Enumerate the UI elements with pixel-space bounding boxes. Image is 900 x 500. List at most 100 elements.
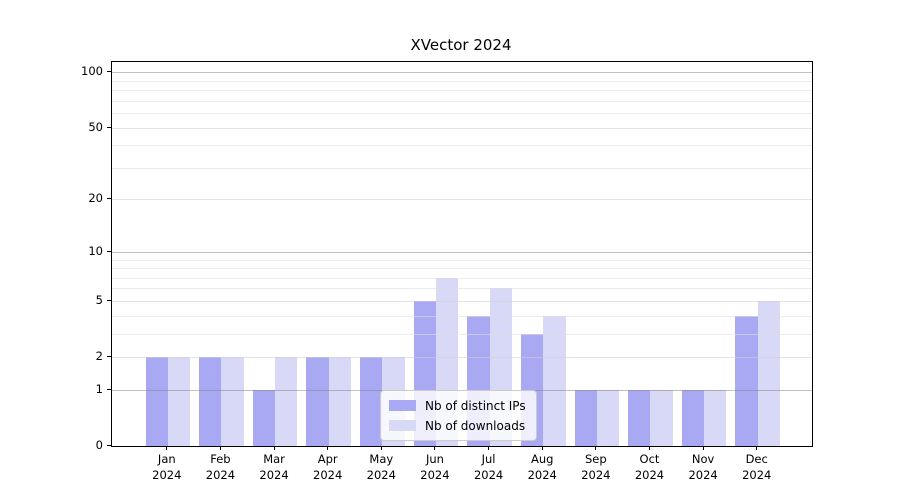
gridline-y-90 bbox=[112, 80, 812, 82]
x-tick-month: Feb bbox=[210, 452, 231, 466]
x-tick-mark-jun bbox=[434, 446, 436, 450]
y-tick-label-0: 0 bbox=[95, 438, 103, 452]
bar-downloads-dec bbox=[757, 300, 781, 446]
x-tick-month: Nov bbox=[691, 452, 715, 466]
gridline-y-80 bbox=[112, 90, 812, 92]
legend-label-downloads: Nb of downloads bbox=[425, 418, 526, 433]
x-tick-label-apr: Apr 2024 bbox=[300, 452, 356, 483]
gridline-y-10 bbox=[112, 251, 812, 253]
legend-swatch-distinct-ips bbox=[389, 400, 416, 411]
gridline-y-2 bbox=[112, 357, 812, 359]
y-tick-mark-20 bbox=[107, 198, 111, 200]
x-tick-label-nov: Nov 2024 bbox=[675, 452, 731, 483]
y-tick-label-10: 10 bbox=[88, 243, 103, 258]
legend-swatch-downloads bbox=[389, 420, 416, 431]
legend: Nb of distinct IPs Nb of downloads bbox=[380, 390, 537, 441]
gridline-y-20 bbox=[112, 199, 812, 201]
x-tick-month: Sep bbox=[584, 452, 607, 466]
legend-row-distinct-ips: Nb of distinct IPs bbox=[389, 397, 526, 414]
x-tick-year: 2024 bbox=[152, 467, 182, 482]
x-tick-year: 2024 bbox=[688, 467, 718, 482]
x-tick-month: Jul bbox=[481, 452, 496, 466]
bar-distinct-ips-apr bbox=[306, 357, 329, 446]
x-tick-mark-jan bbox=[166, 446, 168, 450]
bar-distinct-ips-oct bbox=[628, 389, 651, 446]
x-tick-mark-mar bbox=[273, 446, 275, 450]
gridline-y-7 bbox=[112, 277, 812, 279]
x-tick-month: Jun bbox=[425, 452, 444, 466]
x-tick-label-oct: Oct 2024 bbox=[621, 452, 677, 483]
x-tick-mark-feb bbox=[219, 446, 221, 450]
gridline-y-3 bbox=[112, 333, 812, 335]
y-tick-label-50: 50 bbox=[88, 119, 103, 134]
x-tick-mark-jul bbox=[488, 446, 490, 450]
x-tick-mark-may bbox=[380, 446, 382, 450]
bar-downloads-aug bbox=[543, 315, 566, 446]
x-tick-mark-dec bbox=[756, 446, 758, 450]
y-tick-mark-100 bbox=[107, 71, 111, 73]
legend-row-downloads: Nb of downloads bbox=[389, 417, 526, 434]
x-tick-month: May bbox=[369, 452, 394, 466]
x-tick-year: 2024 bbox=[313, 467, 343, 482]
plot-area: Nb of distinct IPs Nb of downloads bbox=[111, 61, 813, 447]
gridline-y-4 bbox=[112, 315, 812, 317]
gridline-y-60 bbox=[112, 113, 812, 115]
bar-distinct-ips-mar bbox=[252, 389, 276, 446]
x-tick-year: 2024 bbox=[581, 467, 611, 482]
legend-label-distinct-ips: Nb of distinct IPs bbox=[425, 398, 526, 413]
bar-distinct-ips-may bbox=[360, 357, 383, 446]
bar-downloads-apr bbox=[328, 357, 351, 446]
bar-downloads-jan bbox=[167, 357, 191, 446]
gridlines-layer bbox=[112, 62, 812, 446]
gridline-y-9 bbox=[112, 259, 812, 261]
x-tick-year: 2024 bbox=[742, 467, 772, 482]
y-tick-mark-10 bbox=[107, 250, 111, 252]
x-tick-label-jan: Jan 2024 bbox=[139, 452, 195, 483]
y-tick-label-1: 1 bbox=[95, 381, 103, 396]
x-tick-label-dec: Dec 2024 bbox=[729, 452, 785, 483]
x-tick-year: 2024 bbox=[205, 467, 236, 482]
x-tick-label-may: May 2024 bbox=[353, 452, 409, 483]
gridline-y-5 bbox=[112, 300, 812, 302]
gridline-y-40 bbox=[112, 145, 812, 147]
x-tick-label-aug: Aug 2024 bbox=[514, 452, 570, 483]
bar-downloads-nov bbox=[704, 389, 727, 446]
gridline-y-30 bbox=[112, 167, 812, 169]
x-tick-label-jun: Jun 2024 bbox=[407, 452, 463, 483]
gridline-y-6 bbox=[112, 288, 812, 290]
y-tick-label-2: 2 bbox=[95, 349, 103, 364]
x-tick-mark-nov bbox=[702, 446, 704, 450]
y-tick-label-100: 100 bbox=[81, 64, 103, 79]
x-tick-mark-aug bbox=[541, 446, 543, 450]
x-tick-label-sep: Sep 2024 bbox=[568, 452, 624, 483]
x-tick-year: 2024 bbox=[366, 467, 396, 482]
x-tick-label-mar: Mar 2024 bbox=[246, 452, 302, 483]
y-tick-mark-0 bbox=[107, 445, 111, 446]
x-tick-year: 2024 bbox=[259, 467, 289, 482]
bar-downloads-oct bbox=[650, 389, 673, 446]
x-tick-year: 2024 bbox=[420, 467, 450, 482]
x-tick-month: Jan bbox=[157, 452, 176, 466]
x-tick-month: Aug bbox=[530, 452, 554, 466]
bar-distinct-ips-feb bbox=[199, 357, 222, 446]
chart-title: XVector 2024 bbox=[410, 36, 512, 54]
y-tick-mark-2 bbox=[107, 356, 111, 358]
bar-downloads-mar bbox=[275, 357, 298, 446]
gridline-y-50 bbox=[112, 127, 812, 129]
bar-distinct-ips-dec bbox=[735, 315, 758, 446]
bar-distinct-ips-sep bbox=[574, 389, 597, 446]
bar-downloads-sep bbox=[596, 389, 620, 446]
x-tick-year: 2024 bbox=[527, 467, 557, 482]
bar-distinct-ips-nov bbox=[681, 389, 705, 446]
bar-downloads-feb bbox=[221, 357, 244, 446]
x-tick-label-feb: Feb 2024 bbox=[192, 452, 248, 483]
x-tick-year: 2024 bbox=[634, 467, 665, 482]
gridline-y-8 bbox=[112, 268, 812, 270]
x-tick-year: 2024 bbox=[473, 467, 504, 482]
x-tick-label-jul: Jul 2024 bbox=[461, 452, 517, 483]
x-tick-mark-oct bbox=[648, 446, 650, 450]
x-tick-mark-apr bbox=[327, 446, 329, 450]
y-tick-mark-5 bbox=[107, 299, 111, 301]
y-tick-label-5: 5 bbox=[95, 292, 103, 307]
x-tick-month: Oct bbox=[639, 452, 660, 466]
